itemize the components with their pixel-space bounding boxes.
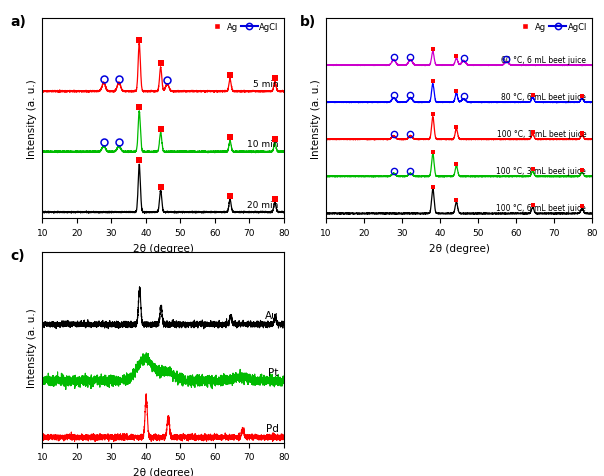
X-axis label: 2θ (degree): 2θ (degree) bbox=[429, 243, 489, 253]
Y-axis label: Intensity (a. u.): Intensity (a. u.) bbox=[27, 79, 37, 159]
Y-axis label: Intensity (a. u.): Intensity (a. u.) bbox=[310, 79, 321, 159]
Text: 100 °C, 1 mL beet juice: 100 °C, 1 mL beet juice bbox=[496, 130, 586, 139]
Text: c): c) bbox=[11, 248, 25, 262]
Text: a): a) bbox=[11, 15, 27, 29]
Y-axis label: Intensity (a. u.): Intensity (a. u.) bbox=[27, 307, 37, 387]
Text: 80 °C, 6 mL beet juice: 80 °C, 6 mL beet juice bbox=[501, 93, 586, 102]
X-axis label: 2θ (degree): 2θ (degree) bbox=[133, 243, 193, 253]
Text: Pd: Pd bbox=[266, 423, 278, 433]
Text: 100 °C, 6 mL beet juice: 100 °C, 6 mL beet juice bbox=[496, 204, 586, 213]
Text: 10 min: 10 min bbox=[247, 140, 278, 149]
Legend: Ag, AgCl: Ag, AgCl bbox=[513, 19, 591, 35]
Text: 20 min: 20 min bbox=[247, 200, 278, 209]
Text: Au: Au bbox=[265, 311, 278, 321]
Text: b): b) bbox=[300, 15, 316, 29]
Text: 60 °C, 6 mL beet juice: 60 °C, 6 mL beet juice bbox=[501, 56, 586, 65]
X-axis label: 2θ (degree): 2θ (degree) bbox=[133, 467, 193, 476]
Text: 100 °C, 3 mL beet juice: 100 °C, 3 mL beet juice bbox=[496, 167, 586, 176]
Text: 5 min: 5 min bbox=[253, 80, 278, 89]
Legend: Ag, AgCl: Ag, AgCl bbox=[205, 19, 282, 35]
Text: Pt: Pt bbox=[268, 367, 278, 377]
